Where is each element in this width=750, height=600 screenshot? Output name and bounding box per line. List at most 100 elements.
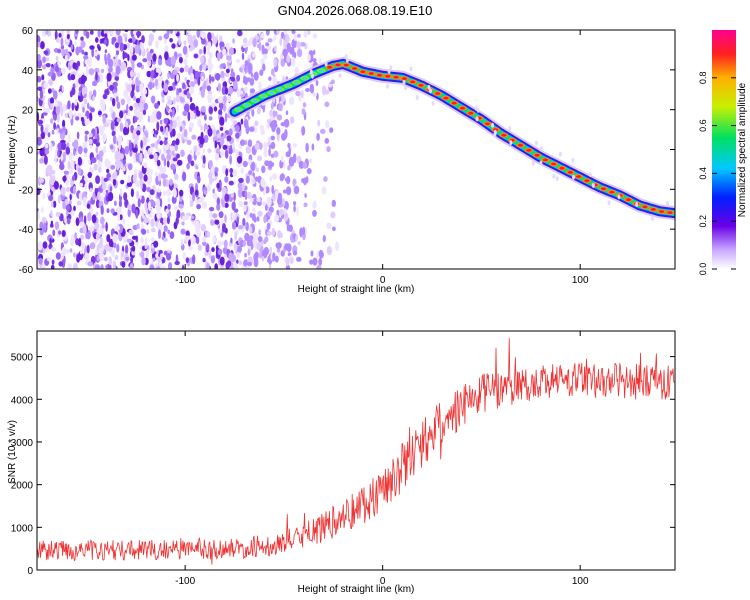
ridge-core [327,65,333,69]
ridge-core [360,70,366,74]
noise-speck [83,141,88,150]
noise-speck [70,238,74,247]
noise-speck [176,115,181,121]
noise-speck [50,202,54,208]
noise-speck [344,54,348,60]
noise-speck [89,133,93,138]
noise-speck [243,86,248,92]
noise-speck [235,149,239,157]
ridge-core [418,83,424,87]
noise-speck [235,58,240,63]
noise-speck [218,109,223,116]
noise-speck [120,250,125,258]
noise-speck [251,108,255,117]
noise-speck [279,37,283,47]
noise-speck [114,254,119,261]
noise-speck [62,119,66,129]
noise-speck [77,145,83,155]
noise-speck [276,30,280,35]
noise-speck [50,169,56,175]
noise-speck [144,149,148,160]
noise-speck [208,74,212,84]
noise-speck [322,235,326,243]
noise-speck [86,203,91,209]
noise-speck [132,147,138,153]
noise-speck [117,212,121,222]
noise-speck [246,261,252,266]
noise-speck [236,216,239,225]
noise-speck [69,193,72,201]
noise-speck [285,34,290,44]
noise-speck [110,121,115,131]
noise-speck [87,159,91,165]
noise-speck [183,129,188,138]
noise-speck [258,229,262,236]
noise-speck [180,149,185,157]
noise-speck [139,171,143,180]
y-tick-label: 0 [27,146,33,157]
noise-speck [271,119,277,125]
noise-speck [80,74,86,85]
noise-speck [249,197,254,203]
noise-speck [183,215,190,220]
noise-speck [57,48,62,54]
noise-speck [138,118,142,123]
noise-speck [140,42,145,52]
noise-speck [80,40,86,48]
noise-speck [236,259,239,264]
noise-speck [111,71,116,78]
noise-speck [147,115,151,123]
noise-speck [186,30,191,34]
noise-speck [127,174,131,184]
noise-speck [153,152,158,162]
x-tick-label: 100 [572,576,589,587]
noise-speck [131,79,135,86]
noise-speck [75,238,80,246]
noise-speck [293,204,296,213]
noise-speck [70,74,76,81]
noise-speck [219,116,225,126]
noise-speck [253,253,258,262]
noise-speck [134,108,140,118]
noise-speck [386,83,389,89]
noise-speck [321,186,327,195]
noise-speck [201,76,204,81]
noise-speck [109,30,115,35]
noise-speck [52,174,56,183]
noise-speck [197,78,201,86]
noise-speck [139,83,144,93]
noise-speck [219,105,223,111]
ridge-core [650,208,656,211]
noise-speck [161,97,165,103]
noise-speck [123,166,126,172]
noise-speck [409,66,413,72]
noise-speck [83,225,87,235]
noise-speck [415,95,419,101]
noise-speck [238,201,244,207]
noise-speck [109,84,114,91]
noise-speck [216,203,221,211]
noise-speck [69,151,73,160]
noise-speck [235,132,240,139]
noise-speck [178,36,182,46]
noise-speck [232,120,238,126]
noise-speck [197,119,202,128]
noise-speck [39,158,44,164]
noise-speck [223,239,228,249]
noise-speck [54,30,58,41]
snr-x-label: Height of straight line (km) [298,584,415,595]
noise-speck [55,105,61,115]
ridge-core [584,179,590,183]
noise-speck [85,31,90,39]
noise-speck [202,257,206,263]
noise-speck [324,101,330,108]
noise-speck [73,139,79,149]
noise-speck [295,90,301,97]
noise-speck [230,254,237,262]
noise-speck [263,48,268,55]
noise-speck [189,149,193,155]
noise-speck [194,220,200,230]
noise-speck [147,201,152,211]
noise-speck [172,157,178,162]
noise-speck [293,201,297,206]
